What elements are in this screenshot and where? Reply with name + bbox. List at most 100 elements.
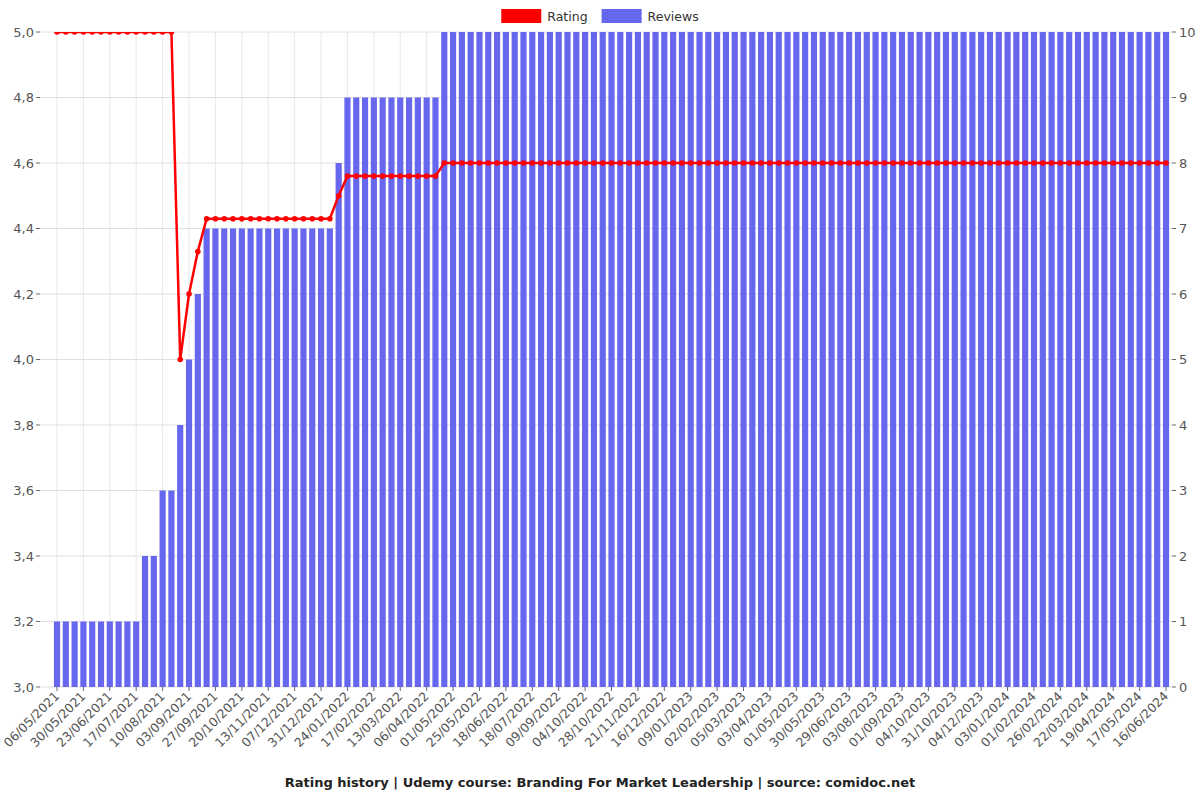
marker — [767, 160, 773, 166]
marker — [204, 216, 210, 222]
legend-label: Reviews — [648, 9, 699, 24]
grid-line — [136, 32, 137, 687]
marker — [899, 160, 905, 166]
tick-mark — [849, 687, 850, 691]
marker — [441, 160, 447, 166]
tick-mark — [981, 687, 982, 691]
bar — [309, 229, 315, 688]
marker — [996, 160, 1002, 166]
tick-mark — [1172, 687, 1176, 688]
y2-tick-label: 2 — [1179, 549, 1187, 564]
marker — [618, 160, 624, 166]
bar — [221, 229, 227, 688]
y2-tick-label: 5 — [1179, 352, 1187, 367]
marker — [380, 173, 386, 179]
grid-line — [40, 32, 1172, 33]
tick-mark — [241, 687, 242, 691]
bar — [177, 425, 183, 687]
marker — [274, 216, 280, 222]
grid-line — [40, 687, 1172, 688]
bar — [239, 229, 245, 688]
grid-line — [83, 32, 84, 687]
line — [57, 32, 1166, 360]
marker — [952, 160, 958, 166]
y2-tick-label: 1 — [1179, 614, 1187, 629]
tick-mark — [1172, 621, 1176, 622]
grid-line — [40, 294, 1172, 295]
bar — [529, 32, 535, 687]
bar — [978, 32, 984, 687]
marker — [926, 160, 932, 166]
tick-mark — [664, 687, 665, 691]
marker — [116, 32, 122, 35]
marker — [820, 160, 826, 166]
bar — [380, 98, 386, 688]
bar — [828, 32, 834, 687]
grid-line — [109, 32, 110, 687]
marker — [125, 32, 131, 35]
bar — [1163, 32, 1169, 687]
bar — [1057, 32, 1063, 687]
marker — [494, 160, 500, 166]
y-tick-label: 3,0 — [13, 680, 34, 695]
marker — [635, 160, 641, 166]
tick-mark — [36, 163, 40, 164]
grid-line — [40, 359, 1172, 360]
bar — [1093, 32, 1099, 687]
marker — [283, 216, 289, 222]
bar — [1022, 32, 1028, 687]
marker — [529, 160, 535, 166]
marker — [230, 216, 236, 222]
bar — [54, 622, 60, 688]
tick-mark — [637, 687, 638, 691]
marker — [794, 160, 800, 166]
tick-mark — [36, 32, 40, 33]
y2-tick-label: 0 — [1179, 680, 1187, 695]
marker — [433, 173, 439, 179]
y-tick-label: 3,8 — [13, 418, 34, 433]
y2-tick-label: 10 — [1179, 25, 1196, 40]
marker — [573, 160, 579, 166]
marker — [309, 216, 315, 222]
marker — [706, 160, 712, 166]
y2-tick-label: 3 — [1179, 483, 1187, 498]
chart: 3,03,23,43,63,84,04,24,44,64,85,00123456… — [0, 0, 1200, 800]
marker — [811, 160, 817, 166]
tick-mark — [36, 621, 40, 622]
tick-mark — [1172, 294, 1176, 295]
marker — [265, 216, 271, 222]
tick-mark — [743, 687, 744, 691]
tick-mark — [1139, 687, 1140, 691]
tick-mark — [36, 425, 40, 426]
plot-area — [54, 32, 1169, 687]
y-tick-label: 4,2 — [13, 287, 34, 302]
tick-mark — [532, 687, 533, 691]
marker — [714, 160, 720, 166]
tick-mark — [822, 687, 823, 691]
bar — [1110, 32, 1116, 687]
marker — [257, 216, 263, 222]
bar — [758, 32, 764, 687]
bar — [1101, 32, 1107, 687]
bar — [72, 622, 78, 688]
tick-mark — [400, 687, 401, 691]
bar — [186, 360, 192, 688]
marker — [1163, 160, 1169, 166]
marker — [406, 173, 412, 179]
grid-line — [40, 97, 1172, 98]
marker — [169, 32, 175, 35]
legend-swatch — [501, 9, 541, 23]
background — [0, 0, 1200, 800]
grid — [40, 32, 1172, 687]
bar — [679, 32, 685, 687]
bar — [890, 32, 896, 687]
bar — [820, 32, 826, 687]
marker — [1031, 160, 1037, 166]
bar — [485, 32, 491, 687]
tick-mark — [57, 687, 58, 691]
marker — [917, 160, 923, 166]
bar — [591, 32, 597, 687]
bar — [652, 32, 658, 687]
bar — [512, 32, 518, 687]
marker — [248, 216, 254, 222]
